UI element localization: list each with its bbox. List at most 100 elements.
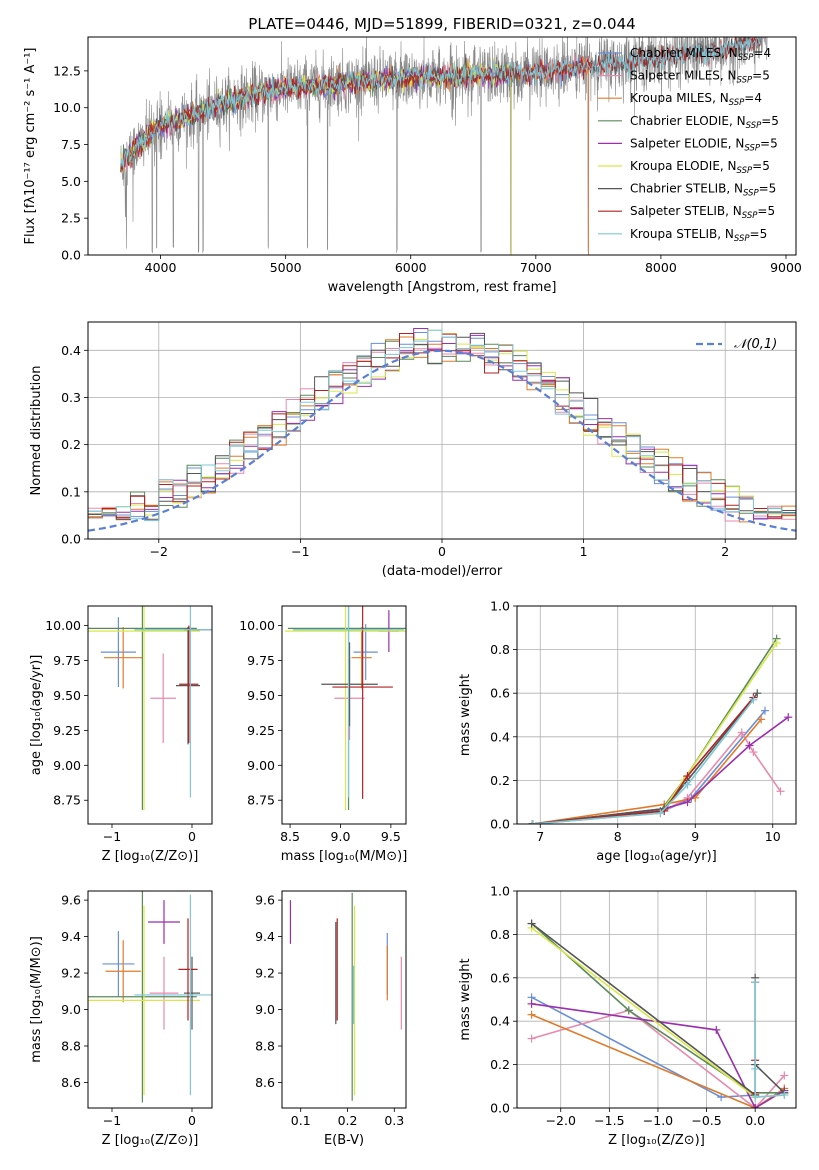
series-marker bbox=[527, 1010, 536, 1019]
x-tick-label: 6000 bbox=[395, 260, 427, 275]
series-line-2 bbox=[532, 718, 762, 824]
plot-content bbox=[289, 892, 402, 1101]
plot-area bbox=[282, 891, 406, 1108]
y-axis-label: mass [log₁₀(M/M⊙)] bbox=[29, 936, 44, 1063]
x-axis-label: wavelength [Angstrom, rest frame] bbox=[328, 280, 557, 295]
x-tick-label: 1 bbox=[580, 544, 588, 559]
data-point bbox=[184, 956, 200, 1030]
x-tick-label: −0.5 bbox=[691, 1113, 721, 1128]
legend-nssp: 5 bbox=[771, 114, 779, 128]
y-tick-label: 7.5 bbox=[61, 137, 81, 152]
plot-area bbox=[88, 891, 212, 1108]
x-tick-label: −1.0 bbox=[643, 1113, 673, 1128]
x-axis-label: (data-model)/error bbox=[382, 564, 503, 579]
y-tick-label: 8.75 bbox=[247, 793, 275, 808]
y-tick-label: 9.0 bbox=[61, 1002, 81, 1017]
plot-frame bbox=[281, 605, 407, 825]
series-marker bbox=[527, 919, 536, 928]
panel-mass-weight-vs-age: 7 8 9 10 0.0 0.2 0.4 0.6 0.8 1.0 age [log₁₀(age/yr… bbox=[458, 599, 797, 864]
x-tick-label: −1 bbox=[103, 1113, 121, 1128]
x-tick-label: 9 bbox=[691, 829, 699, 844]
y-tick-label: 8.75 bbox=[53, 793, 81, 808]
x-axis-label: E(B-V) bbox=[324, 1133, 364, 1148]
x-tick-label: 7000 bbox=[520, 260, 552, 275]
legend-entry: Salpeter MILES, NSSP=5 bbox=[630, 69, 770, 86]
series-marker bbox=[751, 1104, 760, 1108]
x-tick-label: 10 bbox=[765, 829, 781, 844]
y-tick-label: 9.75 bbox=[53, 653, 81, 668]
series-marker bbox=[749, 695, 758, 704]
series-marker bbox=[527, 999, 536, 1008]
data-point bbox=[134, 606, 212, 798]
series-marker bbox=[527, 1034, 536, 1043]
plot-area bbox=[88, 606, 212, 824]
legend-entry: Kroupa STELIB, NSSP=5 bbox=[630, 227, 767, 244]
plot-content bbox=[88, 606, 212, 811]
x-tick-label: 0.3 bbox=[384, 1113, 404, 1128]
plot-content bbox=[285, 606, 406, 811]
plot-frame bbox=[87, 605, 213, 825]
y-tick-label: 9.2 bbox=[61, 966, 81, 981]
plot-frame bbox=[281, 890, 407, 1109]
y-tick-label: 10.00 bbox=[239, 618, 275, 633]
data-point bbox=[148, 900, 180, 944]
y-tick-label: 9.75 bbox=[247, 653, 275, 668]
plot-content bbox=[88, 328, 796, 532]
legend: Chabrier MILES, NSSP=4 Salpeter MILES, NS… bbox=[598, 46, 779, 244]
residual-histogram-7 bbox=[88, 333, 796, 518]
data-point bbox=[134, 894, 212, 1096]
y-tick-label: 9.25 bbox=[53, 723, 81, 738]
legend-name: Kroupa ELODIE bbox=[630, 159, 720, 173]
series-marker bbox=[683, 798, 692, 807]
y-axis-label: mass weight bbox=[458, 674, 473, 756]
panel-mass-weight-vs-Z: −2.0 −1.5 −1.0 −0.5 0.0 0.0 0.2 0.4 0.6 0.8 1.0 Z [… bbox=[458, 884, 797, 1148]
y-tick-label: 9.4 bbox=[61, 929, 81, 944]
data-point bbox=[285, 606, 406, 811]
series-marker bbox=[761, 706, 769, 715]
x-tick-label: 4000 bbox=[145, 260, 177, 275]
data-point bbox=[150, 653, 176, 743]
y-tick-label: 0.4 bbox=[490, 1014, 510, 1029]
y-tick-label: 0.0 bbox=[61, 532, 81, 547]
legend-nssp: 4 bbox=[763, 46, 771, 60]
y-axis-label: age [log₁₀(age/yr)] bbox=[29, 655, 44, 776]
y-axis-label: Normed distribution bbox=[29, 366, 44, 496]
series-marker bbox=[772, 639, 781, 648]
legend-entry: Kroupa MILES, NSSP=4 bbox=[630, 91, 762, 108]
y-tick-label: 9.0 bbox=[255, 1002, 275, 1017]
y-tick-label: 9.00 bbox=[247, 758, 275, 773]
series-marker bbox=[683, 772, 692, 781]
x-axis-label: Z [log₁₀(Z/Z⊙)] bbox=[102, 1133, 199, 1148]
y-tick-label: 0.0 bbox=[490, 1101, 510, 1116]
series-line-8 bbox=[532, 699, 755, 824]
x-tick-label: 8 bbox=[614, 829, 622, 844]
plot-content bbox=[88, 891, 212, 1103]
y-tick-label: 12.5 bbox=[53, 63, 81, 78]
y-tick-label: 0.1 bbox=[61, 484, 81, 499]
panel-age-vs-Z: −1 0 8.75 9.00 9.25 9.50 9.75 10.00 Z [log₁₀(Z/Z… bbox=[29, 605, 213, 864]
y-tick-label: 8.8 bbox=[61, 1039, 81, 1054]
plot-content bbox=[120, 37, 768, 255]
panel-mass-vs-Z: −1 0 8.6 8.8 9.0 9.2 9.4 9.6 Z [log₁₀(Z/Z⊙)] mass… bbox=[29, 890, 213, 1148]
series-marker bbox=[757, 715, 766, 724]
x-tick-label: 9.0 bbox=[331, 829, 351, 844]
series-marker bbox=[753, 689, 762, 698]
plot-frame bbox=[516, 605, 797, 825]
legend-name: Salpeter STELIB bbox=[630, 204, 725, 218]
legend-nssp: 5 bbox=[769, 182, 777, 196]
data-point bbox=[104, 626, 143, 689]
y-tick-label: 0.2 bbox=[490, 1057, 510, 1072]
x-tick-label: −2 bbox=[150, 544, 168, 559]
legend-name: Kroupa STELIB bbox=[630, 227, 717, 241]
panel-spectrum: 4000 5000 6000 7000 8000 9000 0.0 2.5 5.0 7.5 10.0… bbox=[23, 15, 802, 295]
plot-frame bbox=[516, 890, 797, 1109]
series-marker bbox=[776, 787, 785, 796]
y-tick-label: 1.0 bbox=[490, 599, 510, 614]
x-tick-label: −1 bbox=[103, 829, 121, 844]
y-tick-label: 9.6 bbox=[255, 893, 275, 908]
y-axis-label: Flux [fλ10⁻¹⁷ erg cm⁻² s⁻¹ A⁻¹] bbox=[23, 48, 38, 245]
series-line-8 bbox=[754, 982, 785, 1099]
y-tick-label: 10.00 bbox=[45, 618, 81, 633]
plot-area bbox=[517, 891, 796, 1108]
x-axis-label: Z [log₁₀(Z/Z⊙)] bbox=[608, 1133, 705, 1148]
